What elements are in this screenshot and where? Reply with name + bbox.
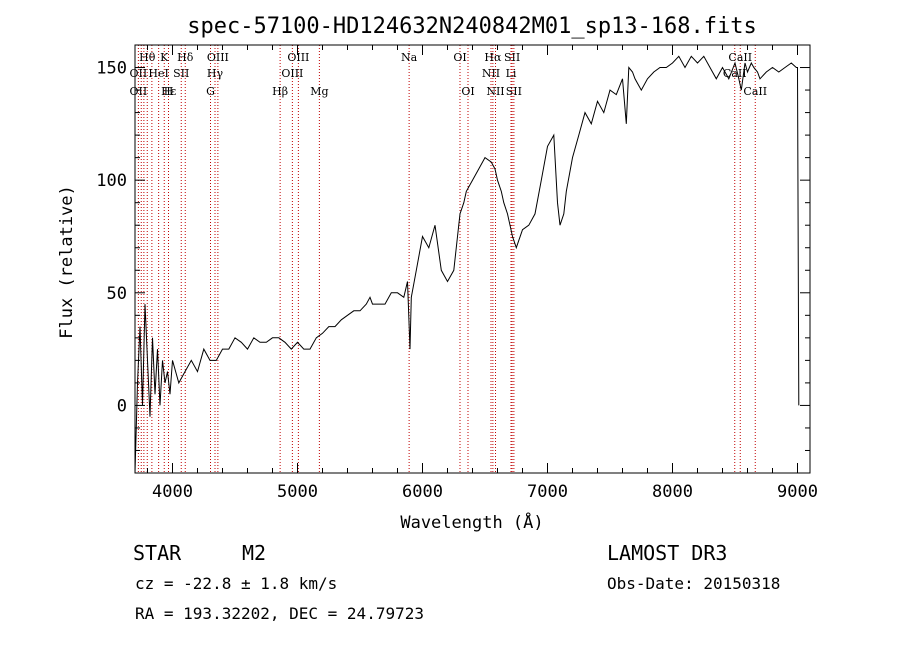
spectral-line-label: Mg [310, 85, 328, 98]
y-tick-label: 150 [96, 59, 127, 79]
spectral-line-label: SII [506, 85, 522, 98]
spectral-line-label: SII [173, 67, 189, 80]
observation-date: Obs-Date: 20150318 [607, 574, 780, 593]
object-subclass: M2 [242, 541, 266, 565]
spectral-line-label: OI [461, 85, 474, 98]
spectral-line-label: OIII [281, 67, 303, 80]
plot-frame [134, 44, 811, 474]
spectral-line-label: HeI [148, 67, 168, 80]
spectral-line-label: Hε [161, 85, 177, 98]
object-class: STAR [133, 541, 182, 565]
spectral-line-label: Hγ [207, 67, 224, 80]
spectral-line-label: OIII [287, 51, 309, 64]
x-tick-label: 5000 [277, 482, 318, 502]
spectral-line-label: NII [482, 67, 500, 80]
y-tick-label: 50 [107, 284, 127, 304]
spectral-line-label: Li [506, 67, 517, 80]
line-labels-middle: OII HeI SII Hγ OIII NII Li CaII [130, 67, 747, 80]
y-axis-label: Flux (relative) [57, 185, 77, 339]
x-tick-label: 6000 [402, 482, 443, 502]
y-tick-label: 100 [96, 171, 127, 191]
x-tick-label: 8000 [652, 482, 693, 502]
spectral-line-label: H [164, 85, 174, 98]
spectral-line-label: NII [486, 85, 504, 98]
spectral-line-label: OIII [207, 51, 229, 64]
spectral-line-label: K [160, 51, 169, 64]
y-tick-label: 0 [117, 396, 127, 416]
spectral-line-label: Hβ [272, 85, 288, 98]
spectral-line-label: Hδ [177, 51, 194, 64]
spectrum-series-line [134, 55, 800, 474]
x-tick-label: 7000 [527, 482, 568, 502]
spectral-line-label: CaII [743, 85, 767, 98]
coordinates: RA = 193.32202, DEC = 24.79723 [135, 604, 424, 623]
spectral-line-label: Hθ [139, 51, 156, 64]
spectral-line-label: Hα [484, 51, 502, 64]
axis-ticks: 4000 5000 6000 7000 8000 9000 0 50 100 150 [96, 45, 818, 502]
spectral-line-label: OI [453, 51, 466, 64]
line-labels-lower: OII HεH G Hβ Mg OI NII SII CaII [130, 85, 768, 98]
redshift-velocity: cz = -22.8 ± 1.8 km/s [135, 574, 337, 593]
spectral-line-label: G [206, 85, 215, 98]
spectral-line-label: SII [504, 51, 520, 64]
spectral-line-label: CaII [723, 67, 747, 80]
spectral-line-markers [137, 45, 756, 473]
spectral-line-label: OII [130, 67, 148, 80]
line-labels-upper: Hθ K Hδ OIII OIII Na OI Hα SII CaII [139, 51, 752, 64]
x-axis-label: Wavelength (Å) [400, 511, 543, 533]
spectral-line-label: OII [130, 85, 148, 98]
chart-title: spec-57100-HD124632N240842M01_sp13-168.f… [187, 14, 757, 39]
survey-name: LAMOST DR3 [607, 541, 727, 565]
spectral-line-label: Na [401, 51, 418, 64]
spectral-line-label: CaII [728, 51, 752, 64]
x-tick-label: 4000 [152, 482, 193, 502]
x-tick-label: 9000 [777, 482, 818, 502]
